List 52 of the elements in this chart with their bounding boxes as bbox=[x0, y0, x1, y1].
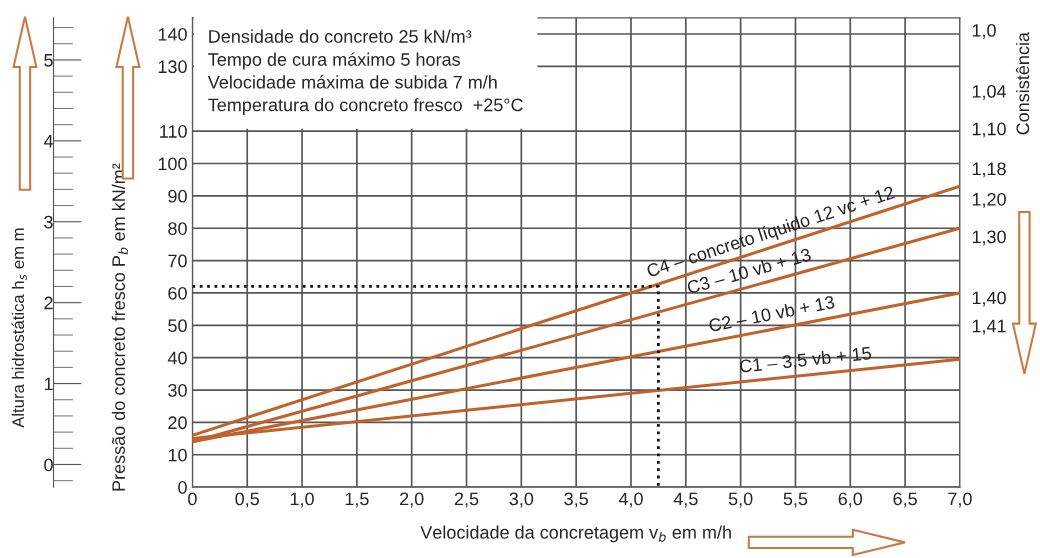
y2-axis-title: Consistência bbox=[1015, 32, 1030, 135]
y-tick-label: 10 bbox=[168, 448, 187, 462]
x-tick-label: 0,5 bbox=[235, 492, 260, 508]
text: 1,0 bbox=[972, 24, 996, 39]
y3-tick-label: 2 bbox=[44, 296, 53, 310]
y3-tick-label: 1 bbox=[44, 377, 53, 391]
text: 1,20 bbox=[972, 192, 1006, 208]
y-tick-label: 40 bbox=[167, 351, 187, 365]
y-tick-label: 70 bbox=[168, 254, 187, 268]
y-tick-label: 0 bbox=[178, 481, 187, 494]
x-tick-label: 4,0 bbox=[618, 492, 643, 508]
y-tick-label: 140 bbox=[158, 27, 187, 41]
text: 1,10 bbox=[972, 122, 1006, 138]
x-tick-label: 2,5 bbox=[454, 492, 479, 508]
y-tick-label: 100 bbox=[158, 157, 187, 171]
x-tick-label: 5,0 bbox=[728, 492, 753, 508]
y-tick-label: 80 bbox=[168, 222, 187, 235]
x-tick-label: 1,0 bbox=[290, 492, 314, 508]
text: 1,18 bbox=[972, 162, 1006, 178]
y3-axis-title: Altura hidrostática h$_{s}$ em m bbox=[11, 228, 27, 428]
y3-tick-label: 4 bbox=[43, 134, 53, 148]
text: C2 – 10 vb + 13 bbox=[708, 294, 835, 333]
y-tick-label: 130 bbox=[158, 60, 187, 74]
y-tick-label: 60 bbox=[168, 286, 187, 300]
x-tick-label: 6,5 bbox=[893, 492, 917, 508]
x-tick-label: 7,0 bbox=[948, 492, 972, 508]
x-tick-label: 5,5 bbox=[783, 492, 808, 508]
text: 1,04 bbox=[972, 85, 1007, 100]
x-tick-label: 4,5 bbox=[673, 492, 698, 508]
y-tick-label: 30 bbox=[168, 383, 187, 397]
x-axis-title: Velocidade da concretagem v$_{b}$ em m/h bbox=[420, 525, 731, 543]
annotation: Velocidade máxima de subida 7 m/h bbox=[207, 75, 497, 89]
text: C1 – 3,5 vb + 15 bbox=[739, 346, 872, 375]
x-tick-label: 6,0 bbox=[838, 492, 863, 508]
annotation: Temperatura do concreto fresco +25°C bbox=[208, 98, 523, 115]
x-tick-label: 3,5 bbox=[564, 492, 588, 508]
y3-tick-label: 3 bbox=[44, 215, 53, 229]
x-tick-label: 2,0 bbox=[400, 492, 424, 508]
text: 1,40 bbox=[972, 291, 1006, 307]
x-tick-label: 0 bbox=[188, 492, 197, 506]
y-tick-label: 20 bbox=[168, 416, 187, 430]
y3-tick-label: 5 bbox=[44, 54, 53, 67]
y-tick-label: 90 bbox=[168, 189, 187, 203]
annotation: Densidade do concreto 25 kN/m³ bbox=[209, 29, 472, 43]
y3-tick-label: 0 bbox=[44, 458, 53, 472]
x-tick-label: 1,5 bbox=[345, 492, 369, 508]
y-tick-label: 50 bbox=[168, 319, 187, 333]
annotation: Tempo de cura máximo 5 horas bbox=[208, 52, 460, 70]
x-tick-label: 3,0 bbox=[509, 492, 534, 508]
text: 1,41 bbox=[972, 319, 1006, 335]
y-tick-label: 110 bbox=[160, 125, 187, 138]
text: 1,30 bbox=[972, 230, 1006, 246]
